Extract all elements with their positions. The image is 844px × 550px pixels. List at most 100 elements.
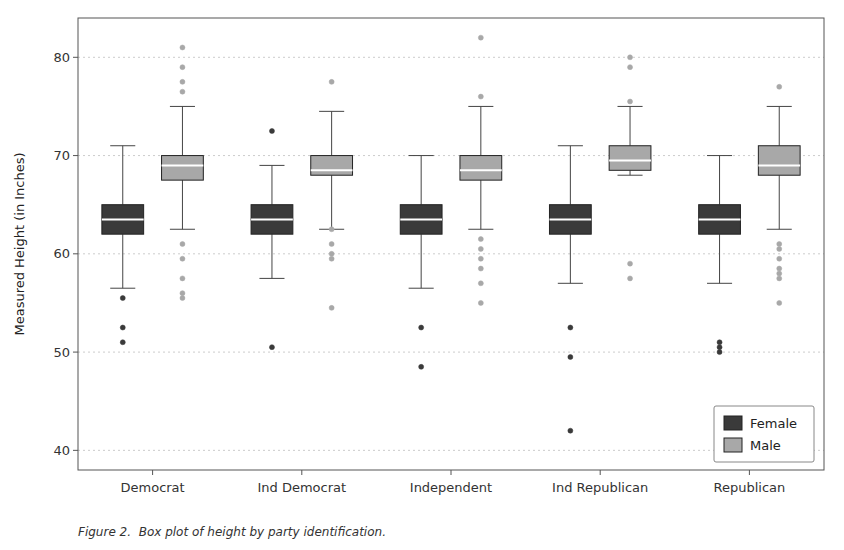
box [758, 146, 800, 175]
tick-mark [73, 155, 78, 156]
box [460, 156, 502, 181]
whisker-cap [170, 106, 195, 107]
tick-mark [73, 253, 78, 254]
flier [628, 99, 633, 104]
flier [478, 256, 483, 261]
flier [777, 84, 782, 89]
flier [478, 300, 483, 305]
flier [180, 89, 185, 94]
flier [329, 79, 334, 84]
whisker [421, 156, 422, 205]
flier [329, 227, 334, 232]
whisker [182, 106, 183, 155]
series-1 [162, 35, 801, 310]
whisker-cap [558, 145, 583, 146]
tick-mark [600, 470, 601, 475]
flier [269, 345, 274, 350]
whisker [122, 234, 123, 288]
whisker-cap [618, 106, 643, 107]
whisker [480, 106, 481, 155]
flier [717, 345, 722, 350]
flier [568, 428, 573, 433]
legend-label: Female [750, 416, 797, 431]
whisker [779, 106, 780, 145]
flier [777, 256, 782, 261]
legend: FemaleMale [714, 406, 814, 462]
flier [180, 256, 185, 261]
whisker-cap [319, 111, 344, 112]
whisker [331, 175, 332, 229]
flier [180, 291, 185, 296]
tick-label: Ind Republican [552, 480, 648, 495]
flier [329, 305, 334, 310]
box [162, 156, 204, 181]
median [460, 169, 502, 171]
whisker-cap [767, 229, 792, 230]
whisker [182, 180, 183, 229]
box [311, 156, 353, 176]
grid-line [78, 253, 824, 254]
tick-label: Independent [410, 480, 492, 495]
plot-frame [78, 18, 824, 470]
whisker [271, 234, 272, 278]
grid-line [78, 57, 824, 58]
flier [628, 276, 633, 281]
whisker [331, 111, 332, 155]
flier [419, 364, 424, 369]
flier [120, 325, 125, 330]
whisker-cap [110, 288, 135, 289]
legend-swatch [724, 438, 742, 452]
whisker-cap [618, 175, 643, 176]
median [400, 218, 442, 220]
whisker-cap [170, 229, 195, 230]
plot-area [102, 35, 800, 433]
tick-mark [749, 470, 750, 475]
whisker-cap [707, 155, 732, 156]
box [699, 205, 741, 234]
y-axis: 4050607080 [53, 50, 78, 458]
whisker-cap [468, 229, 493, 230]
x-axis: DemocratInd DemocratIndependentInd Repub… [121, 470, 786, 495]
tick-mark [73, 57, 78, 58]
tick-label: 70 [53, 148, 70, 163]
whisker-cap [409, 155, 434, 156]
tick-label: 60 [53, 246, 70, 261]
flier [717, 340, 722, 345]
whisker [570, 234, 571, 283]
flier [180, 276, 185, 281]
tick-label: Ind Democrat [257, 480, 346, 495]
median [162, 164, 204, 166]
box [549, 205, 591, 234]
tick-mark [152, 470, 153, 475]
whisker [719, 234, 720, 283]
whisker-cap [110, 145, 135, 146]
grid [78, 57, 824, 450]
whisker [570, 146, 571, 205]
box [251, 205, 293, 234]
whisker [630, 106, 631, 145]
flier [180, 79, 185, 84]
flier [568, 325, 573, 330]
flier [777, 246, 782, 251]
whisker [271, 165, 272, 204]
whisker [719, 156, 720, 205]
flier [478, 281, 483, 286]
flier [180, 65, 185, 70]
axis-label: Measured Height (in Inches) [12, 152, 27, 335]
flier [777, 242, 782, 247]
flier [628, 261, 633, 266]
flier [777, 276, 782, 281]
median [699, 218, 741, 220]
whisker-cap [259, 165, 284, 166]
median [251, 218, 293, 220]
median [758, 164, 800, 166]
whisker-cap [409, 288, 434, 289]
median [311, 169, 353, 171]
caption: Figure 2. Box plot of height by party id… [78, 525, 386, 539]
flier [120, 296, 125, 301]
flier [628, 55, 633, 60]
grid-line [78, 450, 824, 451]
flier [180, 296, 185, 301]
flier [568, 355, 573, 360]
whisker-cap [558, 283, 583, 284]
